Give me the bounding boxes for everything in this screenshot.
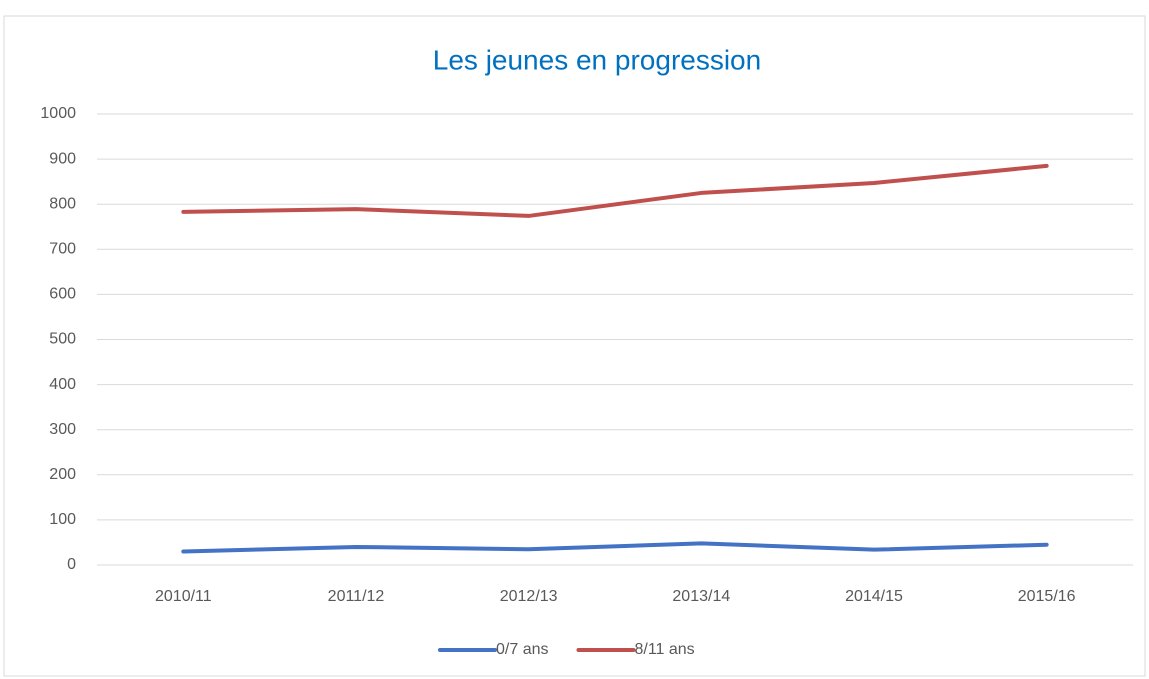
y-tick-label: 1000 [40,105,76,122]
line-series [181,541,1049,554]
x-tick-label: 2014/15 [845,588,903,605]
x-tick-label: 2012/13 [500,588,558,605]
y-tick-label: 800 [49,195,76,212]
x-tick-label: 2010/11 [155,588,212,605]
y-tick-label: 900 [49,150,76,167]
line-series [181,163,1049,218]
chart-border [3,15,1146,677]
x-tick-label: 2011/12 [328,588,385,605]
y-tick-label: 100 [49,511,76,528]
y-tick-label: 0 [67,556,76,573]
y-tick-label: 700 [49,241,76,258]
chart-title: Les jeunes en progression [433,44,761,75]
legend-label: 8/11 ans [634,641,694,658]
y-tick-label: 400 [49,376,76,393]
y-tick-label: 600 [49,286,76,303]
y-tick-label: 500 [49,331,76,348]
y-tick-label: 200 [49,466,76,483]
x-tick-label: 2013/14 [672,588,730,605]
legend-label: 0/7 ans [496,641,548,658]
y-tick-label: 300 [49,421,76,438]
x-tick-label: 2015/16 [1018,588,1076,605]
